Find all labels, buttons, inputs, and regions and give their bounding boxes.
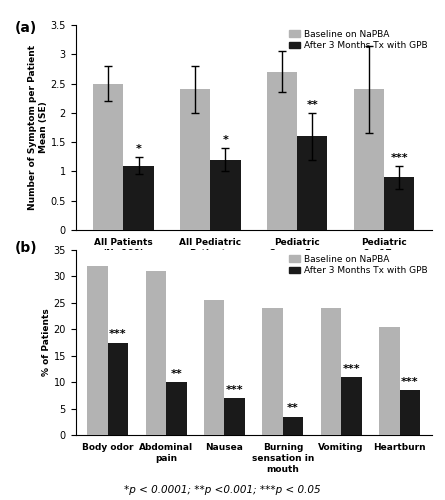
Bar [267, 72, 297, 230]
Bar [263, 308, 283, 435]
Y-axis label: Number of Symptom per Patient
Mean (SE): Number of Symptom per Patient Mean (SE) [28, 45, 48, 210]
Bar [108, 342, 128, 435]
Text: *p < 0.0001; **p <0.001; ***p < 0.05: *p < 0.0001; **p <0.001; ***p < 0.05 [124, 485, 321, 495]
Bar [353, 90, 384, 230]
Bar [123, 166, 154, 230]
Legend: Baseline on NaPBA, After 3 Months Tx with GPB: Baseline on NaPBA, After 3 Months Tx wit… [289, 30, 427, 50]
Bar [321, 308, 341, 435]
Bar [400, 390, 420, 435]
Text: ***: *** [390, 152, 408, 162]
Bar [379, 326, 400, 435]
Bar [87, 266, 108, 435]
Text: **: ** [307, 100, 318, 110]
Bar [93, 84, 123, 230]
Bar [146, 271, 166, 435]
Bar [341, 377, 362, 435]
Text: ***: *** [226, 385, 243, 395]
Bar [166, 382, 186, 435]
Legend: Baseline on NaPBA, After 3 Months Tx with GPB: Baseline on NaPBA, After 3 Months Tx wit… [289, 254, 427, 275]
Y-axis label: % of Patients: % of Patients [42, 308, 51, 376]
Text: (a): (a) [15, 21, 37, 35]
Text: *: * [222, 135, 228, 145]
Text: *: * [136, 144, 142, 154]
Bar [210, 160, 241, 230]
Text: **: ** [170, 369, 182, 379]
Bar [283, 416, 303, 435]
Bar [180, 90, 210, 230]
Bar [297, 136, 328, 230]
Text: (b): (b) [15, 241, 38, 255]
Text: ***: *** [343, 364, 360, 374]
Text: ***: *** [109, 330, 127, 340]
Text: **: ** [287, 404, 299, 413]
Bar [384, 178, 414, 230]
Bar [204, 300, 224, 435]
Bar [224, 398, 245, 435]
Text: ***: *** [401, 377, 419, 387]
